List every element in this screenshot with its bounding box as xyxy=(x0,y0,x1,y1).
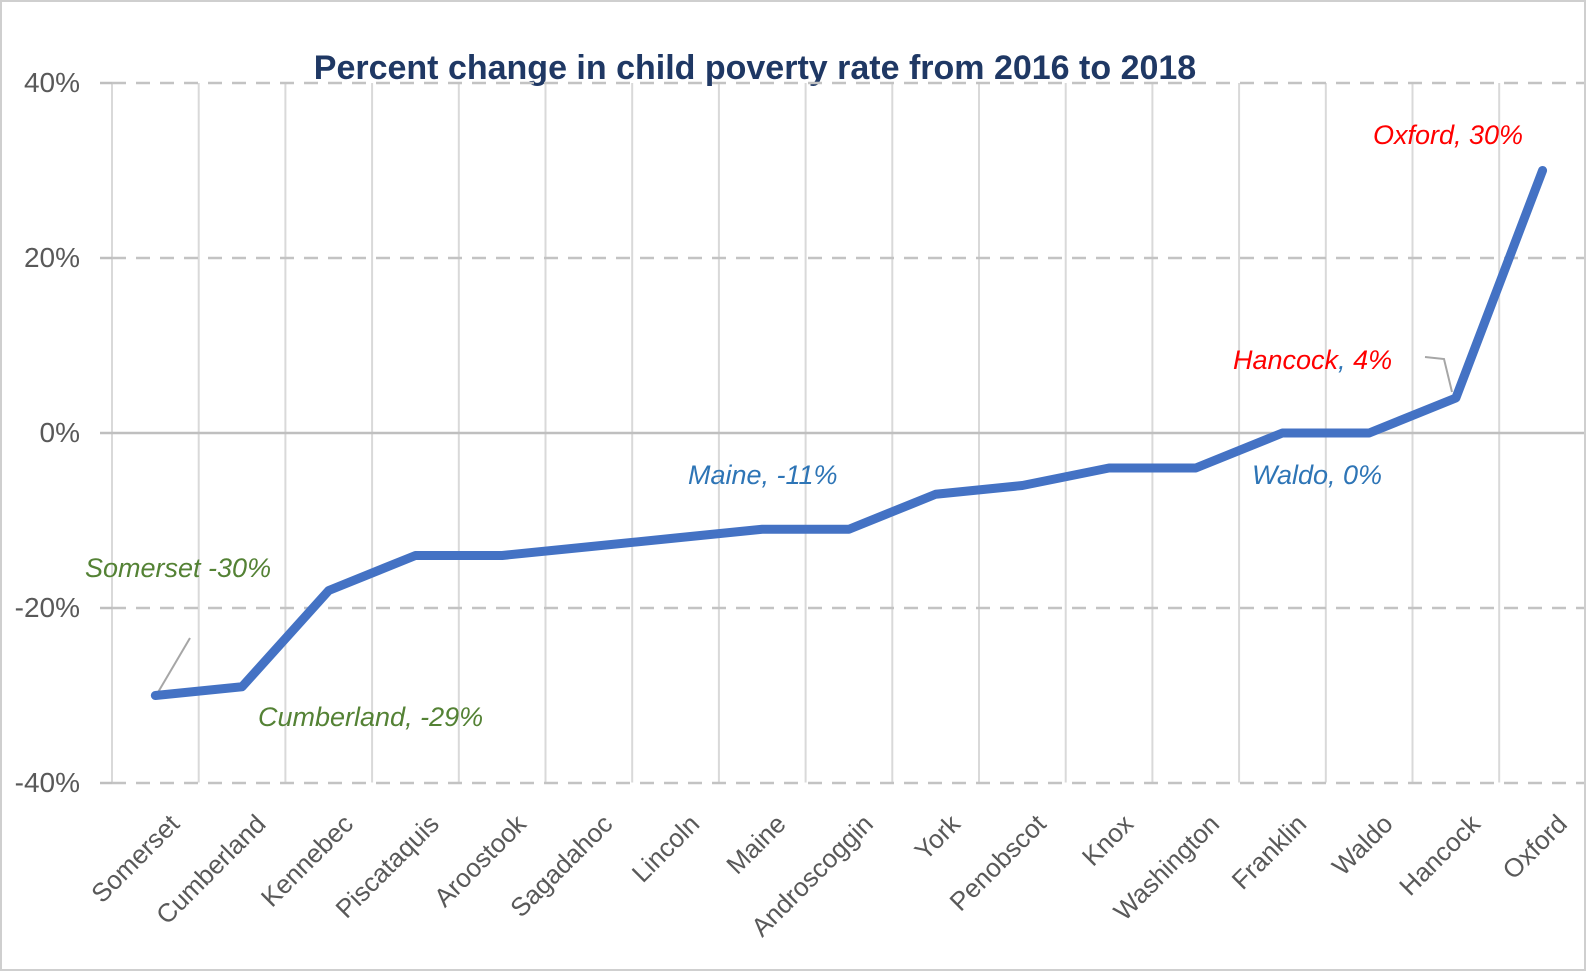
hancock-label: Hancock, 4% xyxy=(1233,345,1392,376)
hancock-label-text: 4% xyxy=(1345,345,1393,375)
hancock-label-text: , xyxy=(1338,345,1346,375)
chart-title: Percent change in child poverty rate fro… xyxy=(313,48,1197,87)
oxford-label-text: Oxford, 30% xyxy=(1373,120,1524,150)
y-axis-label: 40% xyxy=(23,67,80,98)
somerset-label-leader-line xyxy=(156,637,191,695)
hancock-label-text: Hancock xyxy=(1233,345,1339,375)
somerset-label-text: Somerset -30% xyxy=(85,553,272,583)
maine-label: Maine, -11% xyxy=(688,460,838,491)
y-axis-label: -40% xyxy=(14,767,80,798)
maine-label-text: Maine, -11% xyxy=(688,460,838,490)
waldo-label: Waldo, 0% xyxy=(1252,460,1382,491)
cumberland-label-text: Cumberland, -29% xyxy=(258,702,484,732)
waldo-label-text: Waldo, 0% xyxy=(1252,460,1383,490)
hancock-label-leader-line xyxy=(1424,356,1453,393)
y-axis-label: 0% xyxy=(39,417,80,448)
y-axis-label: 20% xyxy=(23,242,80,273)
somerset-label: Somerset -30% xyxy=(85,553,271,584)
y-axis-label: -20% xyxy=(14,592,80,623)
data-line-series xyxy=(150,166,1548,700)
cumberland-label: Cumberland, -29% xyxy=(258,702,483,733)
oxford-label: Oxford, 30% xyxy=(1373,120,1523,151)
